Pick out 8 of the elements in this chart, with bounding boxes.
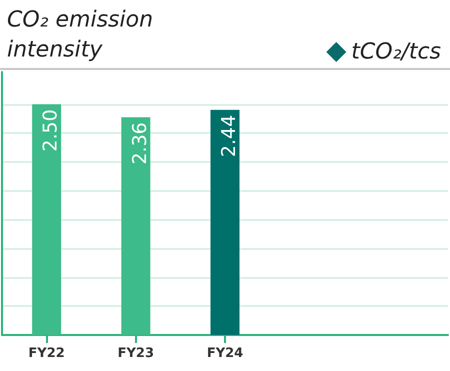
chart-title: CO₂ emission intensity <box>7 8 160 62</box>
x-tick-label: FY22 <box>28 346 65 361</box>
data-label: 2.36 <box>128 122 151 165</box>
data-label: 2.44 <box>218 114 240 158</box>
x-tick-label: FY23 <box>118 346 154 361</box>
x-tick-label: FY24 <box>206 346 244 361</box>
legend-label: tCO₂/tcs <box>351 40 441 64</box>
data-label: 2.50 <box>40 109 62 152</box>
